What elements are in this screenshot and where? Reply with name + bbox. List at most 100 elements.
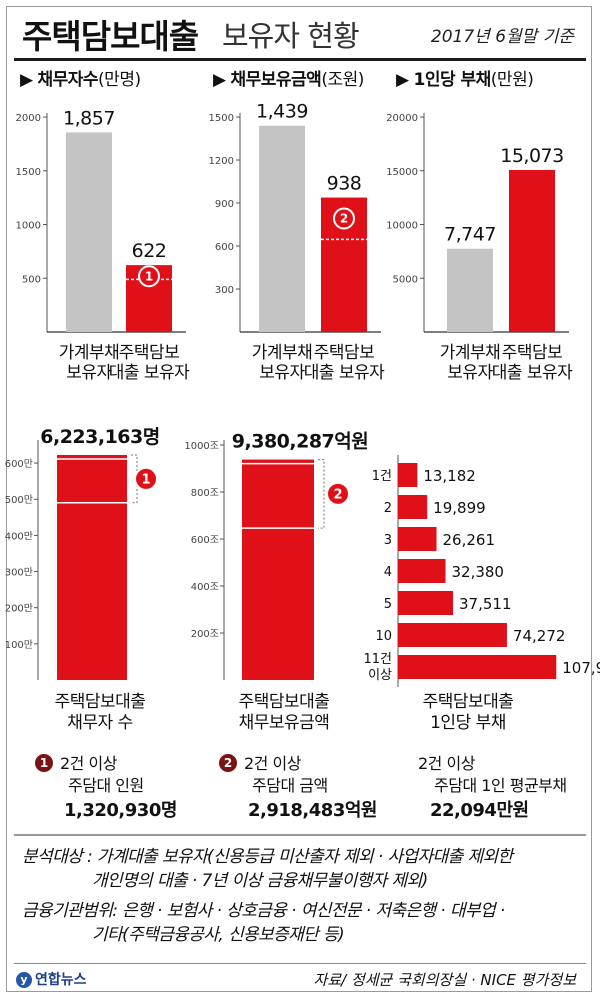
- marker-2: 2: [217, 752, 239, 774]
- bar-value-label: 7,747: [444, 224, 496, 246]
- x-category-label: 보유자: [259, 363, 305, 383]
- hbar-row: [398, 527, 437, 551]
- number-badge-text: 1: [141, 473, 150, 488]
- y-tick-label: 1500: [16, 167, 41, 178]
- y-tick-label: 800조: [191, 488, 219, 499]
- reference-date: 2017년 6월말 기준: [430, 27, 574, 47]
- y-tick-label: 400만: [5, 530, 33, 542]
- notes-block: 분석대상 : 가계대출 보유자(신용등급 미산출자 제외 · 사업자대출 제외한…: [22, 845, 582, 947]
- logo-mark-icon: y: [16, 972, 32, 988]
- scope-note-2: 기타(주택금융공사, 신용보증재단 등): [92, 925, 345, 945]
- footer-rule: [14, 963, 586, 964]
- hbar-row: [398, 623, 507, 647]
- number-badge-circle: [217, 752, 239, 774]
- marker-2: 2: [333, 207, 355, 230]
- section-title-amount: ▶ 채무보유금액(조원): [213, 70, 364, 90]
- hbar-value-label: 19,899: [433, 499, 486, 517]
- y-tick-label: 400조: [191, 582, 219, 593]
- hbar-category-label: 2: [384, 501, 392, 516]
- x-category-label: 주택담보: [502, 343, 563, 363]
- hbar-value-label: 74,272: [513, 627, 566, 645]
- bracket: [318, 459, 325, 529]
- number-badge-text: 2: [224, 756, 232, 770]
- x-category-label: 가계부채: [252, 343, 313, 363]
- y-tick-label: 15000: [386, 167, 418, 178]
- number-badge-text: 1: [40, 756, 48, 770]
- bar-household-debtors: [66, 132, 112, 332]
- section-title-per-capita: ▶ 1인당 부채(만원): [396, 70, 534, 90]
- hbar-category-label: 4: [384, 565, 392, 580]
- number-badge-text: 2: [333, 487, 342, 502]
- caption-value-number: 22,094: [430, 800, 496, 821]
- caption-value-number: 2,918,483: [248, 800, 345, 821]
- analysis-note-2: 개인명의 대출 · 7년 이상 금융채무불이행자 제외): [92, 871, 428, 891]
- number-badge-circle: [134, 466, 158, 491]
- y-tick-label: 300만: [5, 567, 33, 579]
- caption-note: 2건 이상: [60, 754, 118, 773]
- y-tick-label: 20000: [386, 113, 418, 124]
- bar-value-label: 938: [327, 173, 362, 195]
- caption-value-unit: 억원: [345, 800, 377, 821]
- x-category-label: 가계부채: [440, 343, 501, 363]
- caption-value: 22,094만원: [430, 800, 529, 821]
- section-title-debtors: ▶ 채무자수(만명): [20, 70, 141, 90]
- bar-value-label: 622: [132, 240, 167, 262]
- bar-mortgage-debtors: [509, 169, 555, 332]
- number-badge-circle: [138, 265, 160, 288]
- number-badge-circle: [33, 752, 55, 774]
- bar-household-debtors: [259, 125, 305, 332]
- hbar-category-label: 11건: [363, 652, 392, 667]
- caption-value-number: 1,320,930: [64, 800, 161, 821]
- caption-title: 주택담보대출: [423, 692, 514, 712]
- y-tick-label: 1000: [16, 221, 41, 232]
- hbar-category-label: 5: [384, 597, 392, 612]
- page-frame: [6, 6, 592, 992]
- y-tick-label: 500만: [5, 494, 33, 506]
- hbar-category-label: 1건: [372, 469, 392, 484]
- bar-total-label: 6,223,163명: [40, 426, 159, 448]
- hbar-row: [398, 655, 557, 679]
- caption-title: 주택담보대출: [55, 692, 146, 712]
- hbar-value-label: 32,380: [451, 563, 504, 581]
- bar-total-label: 9,380,287억원: [232, 431, 368, 453]
- marker-1: 1: [33, 752, 55, 774]
- y-tick-label: 1500: [209, 113, 234, 124]
- caption-note: 2건 이상: [244, 754, 302, 773]
- scope-note-1: 금융기관범위: 은행 · 보험사 · 상호금융 · 여신전문 · 저축은행 · …: [22, 901, 505, 921]
- hbar-category-label: 3: [384, 533, 392, 548]
- header-rule: [14, 58, 586, 61]
- hbar-value-label: 13,182: [423, 467, 476, 485]
- x-category-label: 가계부채: [59, 343, 120, 363]
- hbar-category-label: 10: [375, 629, 392, 644]
- caption-title: 1인당 부채: [430, 713, 506, 733]
- bar-value-label: 1,439: [256, 101, 308, 123]
- bar-value-label: 15,073: [500, 145, 563, 167]
- caption-value-unit: 만원: [496, 800, 528, 821]
- hbar-value-label: 26,261: [443, 531, 496, 549]
- marker-2: 2: [326, 481, 350, 506]
- caption-title: 주택담보대출: [239, 692, 330, 712]
- y-tick-label: 600: [215, 242, 234, 253]
- hbar-row: [398, 463, 418, 487]
- caption-note: 2건 이상: [418, 754, 476, 773]
- marker-1: 1: [138, 265, 160, 288]
- analysis-note-1: 분석대상 : 가계대출 보유자(신용등급 미산출자 제외 · 사업자대출 제외한: [22, 847, 513, 867]
- caption-note: 주담대 금액: [252, 776, 328, 795]
- marker-1: 1: [134, 466, 158, 491]
- source-credit: 자료/ 정세균 국회의장실 · NICE 평가정보: [313, 971, 576, 989]
- hbar-value-label: 37,511: [459, 595, 512, 613]
- hbar-row: [398, 591, 454, 615]
- x-category-label: 보유자: [447, 363, 493, 383]
- hbar-row: [398, 559, 446, 583]
- triangle-icon: ▶: [20, 70, 33, 90]
- x-category-label: 대출 보유자: [304, 363, 385, 383]
- caption-title: 채무보유금액: [239, 713, 330, 733]
- y-tick-label: 200만: [5, 603, 33, 615]
- y-tick-label: 1000조: [184, 441, 219, 452]
- x-category-label: 대출 보유자: [109, 363, 190, 383]
- triangle-icon: ▶: [213, 70, 226, 90]
- hbar-category-label: 이상: [368, 668, 392, 683]
- number-badge-text: 1: [145, 269, 153, 283]
- caption-value: 1,320,930명: [64, 800, 177, 821]
- caption-note: 주담대 인원: [68, 776, 144, 795]
